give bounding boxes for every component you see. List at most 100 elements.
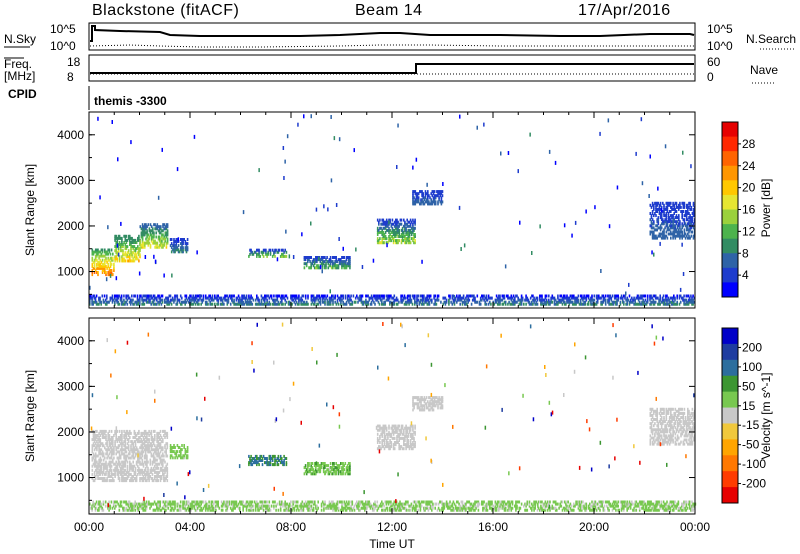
echo-cell [104,477,106,480]
echo-cell [400,298,402,302]
echo-cell [286,296,289,300]
echo-cell [182,454,184,458]
echo-cell [689,228,691,232]
echo-cell [100,468,103,472]
echo-cell [343,260,345,264]
echo-cell [277,248,280,252]
echo-cell [118,454,121,458]
echo-cell [261,296,264,300]
echo-cell [641,302,643,306]
echo-cell [241,298,243,302]
echo-cell [441,200,444,204]
echo-cell [644,302,647,306]
echo-cell [383,235,386,238]
echo-cell [217,298,219,302]
echo-cell [144,233,146,237]
echo-cell [607,298,609,302]
echo-cell [690,234,693,238]
echo-cell [489,300,491,304]
echo-cell [382,302,384,306]
echo-cell [425,297,427,302]
echo-cell [656,220,658,224]
echo-cell [678,218,680,222]
echo-cell [409,432,412,436]
echo-cell [473,298,475,302]
echo-cell [152,468,155,472]
echo-cell [462,300,465,304]
echo-cell [132,464,134,468]
echo-cell [650,424,653,428]
echo-cell [122,245,124,249]
echo-cell [209,300,211,304]
echo-cell [382,428,385,432]
echo-cell [659,420,662,424]
echo-cell [210,296,213,300]
echo-cell [338,137,341,142]
echo-cell [149,444,152,448]
echo-cell [664,236,666,240]
echo-cell [657,222,660,226]
echo-cell [152,235,154,239]
echo-cell [478,300,481,304]
echo-cell [149,233,152,237]
echo-cell [118,452,121,456]
echo-cell [117,475,120,478]
echo-cell [668,232,671,236]
echo-cell [516,300,518,304]
echo-cell [185,242,188,246]
echo-cell [664,226,666,230]
echo-cell [166,225,169,229]
echo-cell [276,250,279,254]
echo-cell [186,450,189,454]
echo-cell [437,400,439,404]
echo-cell [656,218,658,222]
echo-cell [502,296,505,300]
echo-cell [130,431,132,435]
echo-cell [98,450,100,454]
echo-cell [519,220,521,225]
echo-cell [289,302,291,306]
echo-cell [652,294,655,298]
echo-cell [664,218,666,222]
echo-cell [183,238,185,241]
echo-cell [350,302,352,306]
echo-cell [655,236,657,240]
echo-cell [124,448,127,452]
echo-cell [391,296,393,300]
echo-cell [120,294,123,298]
echo-cell [312,260,315,264]
echo-cell [138,458,140,462]
echo-cell [439,190,442,194]
echo-cell [148,479,150,483]
echo-cell [671,416,673,419]
echo-cell [673,416,675,419]
echo-cell [410,443,413,447]
echo-cell [438,402,440,406]
echo-cell [253,459,256,462]
echo-cell [400,239,403,243]
echo-cell [656,210,658,213]
echo-cell [390,432,393,436]
echo-cell [413,220,415,224]
echo-cell [426,302,429,306]
echo-cell [324,264,326,268]
echo-cell [195,300,198,304]
echo-cell [343,262,345,266]
echo-cell [348,300,350,304]
echo-cell [108,470,111,474]
echo-cell [102,264,105,268]
echo-cell [670,409,672,413]
echo-cell [118,470,121,474]
echo-cell [392,443,395,447]
echo-cell [408,430,411,434]
echo-cell [509,296,511,300]
echo-cell [271,463,274,467]
echo-cell [689,236,691,240]
echo-cell [156,243,159,247]
echo-cell [646,298,649,302]
echo-cell [430,402,432,406]
echo-cell [316,294,318,298]
echo-cell [416,300,418,304]
echo-cell [121,436,123,439]
echo-cell [691,216,694,220]
